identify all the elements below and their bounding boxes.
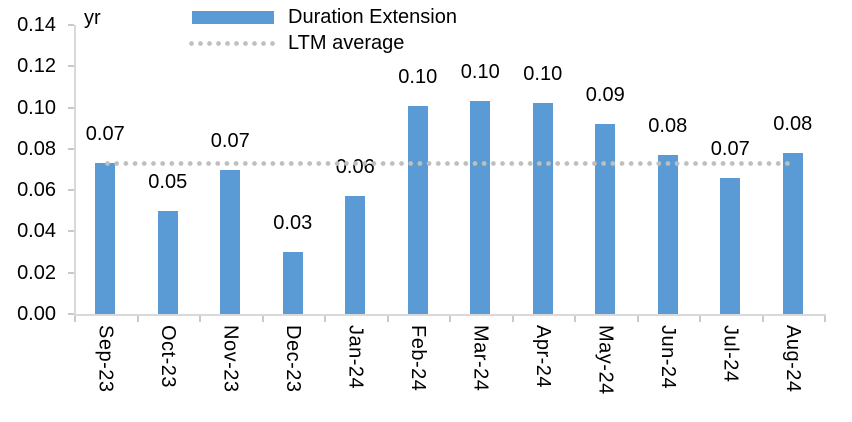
bar-data-label: 0.05 <box>148 170 188 193</box>
x-axis-line <box>74 314 826 316</box>
bar-data-label: 0.07 <box>85 123 125 146</box>
legend-item-ltm-average: LTM average <box>188 30 457 56</box>
dotted-line-swatch-icon <box>189 40 277 46</box>
bar-data-label: 0.10 <box>523 63 563 86</box>
bar-jan-24 <box>345 196 366 314</box>
x-axis-tick <box>261 316 264 322</box>
bar-data-label: 0.06 <box>335 156 375 179</box>
bar-data-label: 0.08 <box>773 112 813 135</box>
x-axis-tick-label: Feb-24 <box>406 325 429 392</box>
x-axis-tick-label: Aug-24 <box>781 325 804 393</box>
legend-swatch-box <box>188 10 278 24</box>
bar-data-label: 0.08 <box>648 115 688 138</box>
bar-data-label: 0.07 <box>710 137 750 160</box>
x-axis-tick <box>136 316 139 322</box>
x-axis-tick-label: Oct-23 <box>156 325 179 389</box>
x-axis-tick <box>699 316 701 322</box>
bar-oct-23 <box>157 210 178 314</box>
y-axis-tick <box>68 313 74 315</box>
bar-apr-24 <box>532 103 553 314</box>
x-axis-tick-label: Dec-23 <box>281 325 304 393</box>
y-axis-tick <box>68 147 74 150</box>
bar-aug-24 <box>782 152 803 314</box>
x-axis-tick <box>386 316 389 322</box>
chart-legend: Duration Extension LTM average <box>188 4 457 56</box>
x-axis-tick <box>74 316 76 322</box>
x-axis-tick <box>761 316 764 322</box>
bar-jul-24 <box>720 177 741 314</box>
x-axis-tick-label: Nov-23 <box>219 325 242 393</box>
y-axis-tick <box>68 106 74 109</box>
bar-data-label: 0.07 <box>210 129 250 152</box>
y-axis-tick <box>68 24 74 26</box>
y-axis-tick-label: 0.00 <box>17 303 56 325</box>
y-axis-tick-label: 0.06 <box>17 179 56 202</box>
x-axis-tick-label: Sep-23 <box>94 325 117 393</box>
y-axis-tick <box>68 271 74 274</box>
x-axis-tick-label: Jun-24 <box>656 325 679 390</box>
x-axis-tick <box>824 316 826 322</box>
legend-label-duration-extension: Duration Extension <box>288 6 457 28</box>
bar-data-label: 0.10 <box>398 65 438 88</box>
y-axis-tick-label: 0.14 <box>17 14 56 36</box>
bar-sep-23 <box>95 163 116 314</box>
y-axis-tick-label: 0.04 <box>17 220 56 243</box>
legend-label-ltm-average: LTM average <box>288 32 405 54</box>
x-axis-tick <box>199 316 201 322</box>
y-axis-tick-label: 0.10 <box>17 96 56 119</box>
x-axis-tick <box>574 316 576 322</box>
bar-may-24 <box>595 124 616 314</box>
x-axis-tick-label: May-24 <box>594 325 617 395</box>
x-axis-tick-label: Apr-24 <box>531 325 554 389</box>
x-axis-tick <box>324 316 326 322</box>
y-axis-tick <box>68 189 74 192</box>
legend-item-duration-extension: Duration Extension <box>188 4 457 30</box>
bar-data-label: 0.09 <box>585 84 625 107</box>
y-axis-tick <box>68 230 74 233</box>
x-axis-tick-label: Jan-24 <box>344 325 367 390</box>
bar-nov-23 <box>220 169 241 314</box>
x-axis-tick-label: Mar-24 <box>469 325 492 392</box>
bar-dec-23 <box>282 252 303 314</box>
y-axis-line <box>74 25 76 314</box>
legend-swatch-box <box>188 40 278 46</box>
bar-data-label: 0.10 <box>460 61 500 84</box>
y-axis-tick-label: 0.08 <box>17 137 56 160</box>
bar-feb-24 <box>407 105 428 314</box>
x-axis-tick <box>449 316 451 322</box>
x-axis-tick <box>511 316 514 322</box>
y-axis-tick-label: 0.12 <box>17 55 56 78</box>
ltm-average-line <box>105 160 793 166</box>
y-axis-unit-label: yr <box>84 7 101 29</box>
y-axis-tick-label: 0.02 <box>17 261 56 284</box>
y-axis-tick <box>68 65 74 68</box>
bar-swatch-icon <box>192 10 274 24</box>
x-axis-tick <box>636 316 639 322</box>
bar-jun-24 <box>657 155 678 314</box>
bar-data-label: 0.03 <box>273 212 313 235</box>
bar-mar-24 <box>470 101 491 314</box>
x-axis-tick-label: Jul-24 <box>719 325 742 383</box>
